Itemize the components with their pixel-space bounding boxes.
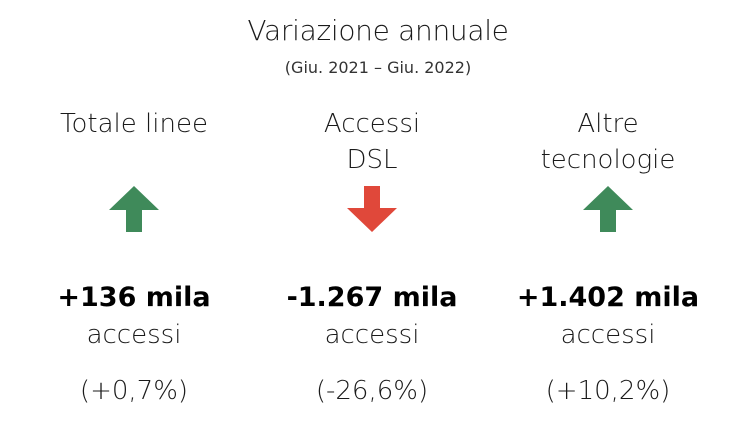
metric-label: Altre tecnologie [482, 106, 734, 178]
page-subtitle: (Giu. 2021 – Giu. 2022) [284, 58, 472, 77]
metric-label-line1: Totale linee [60, 109, 208, 139]
arrow-down-icon [347, 186, 397, 232]
metric-label: Totale linee [8, 106, 260, 142]
metric-column-total-lines: Totale linee +136 mila accessi (+0,7%) [8, 100, 260, 440]
metric-label: Accessi DSL [246, 106, 498, 178]
metric-label-line1: Accessi [323, 109, 421, 139]
metric-unit: accessi [86, 320, 182, 350]
metric-value: +1.402 mila [516, 282, 700, 313]
arrow-up-icon [583, 186, 633, 232]
metric-percentage: (+10,2%) [545, 376, 671, 406]
metric-column-other-technologies: Altre tecnologie +1.402 mila accessi (+1… [482, 100, 734, 440]
arrow-up-icon [109, 186, 159, 232]
metric-value: -1.267 mila [286, 282, 458, 313]
metric-percentage: (+0,7%) [79, 376, 189, 406]
metric-value: +136 mila [57, 282, 211, 313]
metric-label-line2: DSL [346, 145, 398, 175]
metric-label-line2: tecnologie [540, 145, 676, 175]
metric-label-line1: Altre [577, 109, 639, 139]
metric-column-dsl: Accessi DSL -1.267 mila accessi (-26,6%) [246, 100, 498, 440]
page-title: Variazione annuale [247, 14, 509, 47]
metric-unit: accessi [324, 320, 420, 350]
metric-percentage: (-26,6%) [315, 376, 429, 406]
metric-unit: accessi [560, 320, 656, 350]
